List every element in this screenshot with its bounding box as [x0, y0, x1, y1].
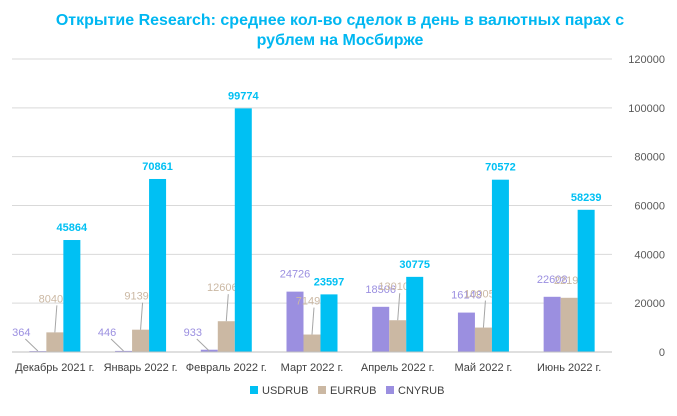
y-tick-label: 20000: [634, 298, 665, 310]
data-label: 364: [12, 327, 30, 339]
leader-line: [311, 307, 315, 335]
legend-label: EURRUB: [330, 385, 376, 397]
y-tick-label: 120000: [628, 54, 665, 66]
data-label: 70572: [485, 162, 516, 174]
leader-line: [225, 294, 229, 322]
data-label: 933: [184, 327, 202, 339]
x-tick-label: Март 2022 г.: [281, 362, 344, 374]
y-tick-label: 100000: [628, 103, 665, 115]
data-label: 99774: [228, 90, 259, 102]
bar-cnyrub: [372, 306, 390, 352]
y-tick-label: 60000: [634, 201, 665, 213]
bar-cnyrub: [286, 291, 304, 352]
data-label: 22608: [537, 274, 568, 286]
bar-eurrub: [303, 334, 321, 352]
bar-usdrub: [149, 178, 167, 352]
data-label: 16143: [451, 290, 482, 302]
data-label: 12606: [207, 282, 238, 294]
leader-line: [397, 293, 401, 321]
data-label: 8040: [39, 293, 63, 305]
leader-line: [196, 338, 210, 352]
data-label: 45864: [57, 222, 88, 234]
x-tick-label: Апрель 2022 г.: [361, 362, 435, 374]
bar-eurrub: [389, 320, 407, 352]
chart-title: Открытие Research: среднее кол-во сделок…: [55, 12, 625, 49]
data-label: 24726: [280, 269, 311, 281]
bar-eurrub: [474, 327, 492, 352]
leader-line: [25, 338, 39, 352]
data-label: 22199: [554, 275, 585, 287]
bar-eurrub: [217, 321, 235, 352]
legend-swatch-eurrub: [318, 386, 326, 394]
data-label: 7149: [296, 296, 320, 308]
bar-usdrub: [320, 294, 338, 352]
bar-usdrub: [406, 276, 424, 352]
data-label: 446: [98, 327, 116, 339]
data-label: 10005: [464, 289, 495, 301]
bar-usdrub: [234, 108, 252, 352]
legend-swatch-usdrub: [250, 386, 258, 394]
data-label: 23597: [314, 276, 345, 288]
legend-label: USDRUB: [262, 385, 308, 397]
bar-cnyrub: [543, 296, 561, 352]
x-tick-label: Май 2022 г.: [454, 362, 512, 374]
bar-eurrub: [560, 297, 578, 352]
legend-label: CNYRUB: [398, 385, 444, 397]
leader-line: [140, 302, 144, 330]
bar-cnyrub: [115, 350, 133, 352]
data-label: 9139: [124, 291, 148, 303]
bar-usdrub: [577, 209, 595, 352]
data-label: 13010: [378, 281, 409, 293]
bar-usdrub: [491, 179, 509, 352]
leader-line: [110, 338, 124, 352]
leader-line: [54, 305, 58, 333]
bar-cnyrub: [457, 312, 475, 352]
y-tick-label: 40000: [634, 249, 665, 261]
bar-eurrub: [132, 329, 150, 352]
leader-line: [482, 300, 486, 328]
bar-usdrub: [63, 240, 81, 352]
data-label: 58239: [571, 192, 602, 204]
data-label: 30775: [399, 259, 430, 271]
x-tick-label: Декабрь 2021 г.: [15, 362, 94, 374]
legend-swatch-cnyrub: [386, 386, 394, 394]
y-tick-label: 0: [659, 347, 665, 359]
y-tick-label: 80000: [634, 152, 665, 164]
x-tick-label: Февраль 2022 г.: [186, 362, 267, 374]
data-label: 18506: [365, 284, 396, 296]
x-tick-label: Июнь 2022 г.: [537, 362, 601, 374]
bar-eurrub: [46, 332, 64, 352]
data-label: 70861: [142, 161, 173, 173]
x-tick-label: Январь 2022 г.: [104, 362, 178, 374]
